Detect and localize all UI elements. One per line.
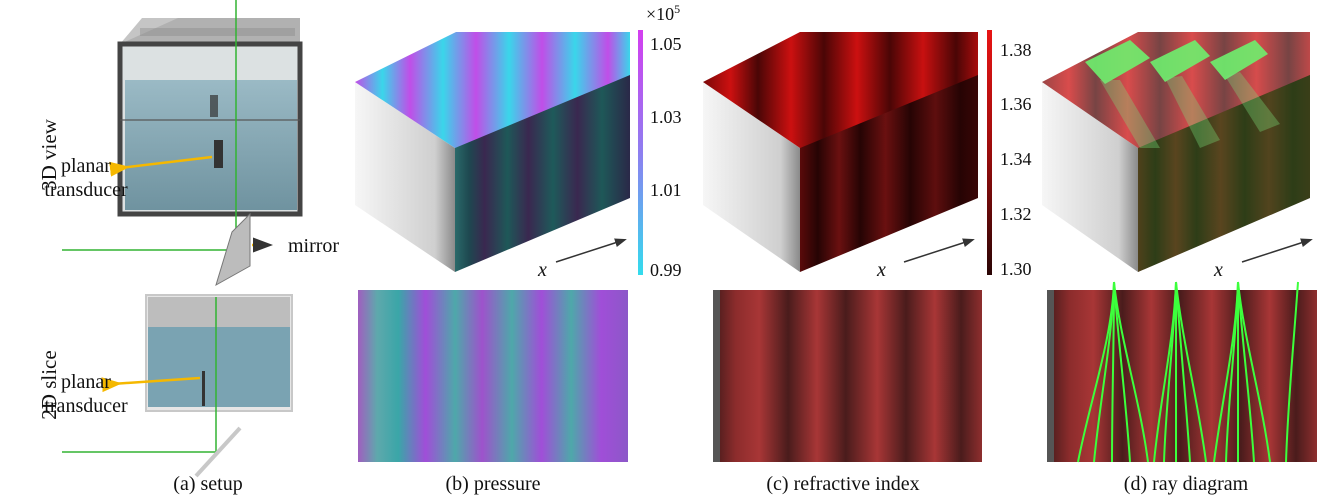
ray-3e: [1237, 281, 1271, 463]
mirror-3d: [215, 212, 251, 287]
pressure-tick-3: 1.01: [650, 180, 682, 200]
mirror-2d: [194, 426, 242, 478]
cube-front-face: [455, 75, 630, 272]
cube-side-face: [703, 82, 800, 272]
pressure-tick-1: 1.05: [650, 34, 682, 54]
x-axis-arrow-b: [555, 238, 627, 263]
transducer-3d: [214, 140, 223, 168]
refractive-cube: [703, 32, 978, 272]
ray-slice: [1054, 290, 1317, 462]
x-axis-arrow-c: [903, 238, 975, 263]
transducer-arrow-bottom: [101, 376, 201, 393]
ray-1b: [1093, 281, 1115, 463]
pressure-slice: [358, 290, 628, 462]
caption-b: (b) pressure: [446, 473, 541, 495]
transducer-2d: [202, 371, 205, 406]
ray-1d: [1113, 281, 1131, 463]
refractive-tick-2: 1.36: [1000, 94, 1032, 114]
ray-1c: [1111, 281, 1115, 463]
refractive-tick-1: 1.38: [1000, 40, 1032, 60]
slice-wall-d: [1047, 290, 1054, 462]
pressure-tick-4: 0.99: [650, 260, 682, 280]
transducer-label-bottom-2: transducer: [44, 395, 128, 417]
pressure-colorbar: [638, 30, 643, 275]
cube-side-face: [355, 82, 455, 272]
ray-2d: [1175, 281, 1191, 463]
caption-c: (c) refractive index: [766, 473, 919, 495]
refractive-tick-3: 1.34: [1000, 149, 1032, 169]
ray-1e: [1113, 281, 1149, 463]
caption-d: (d) ray diagram: [1124, 473, 1249, 495]
ray-cube: [1042, 32, 1310, 272]
tank-2d: [145, 294, 293, 412]
refractive-tick-4: 1.32: [1000, 204, 1032, 224]
ray-4a: [1285, 281, 1299, 463]
refractive-slice: [720, 290, 982, 462]
ray-3d: [1237, 281, 1255, 463]
refractive-colorbar: [987, 30, 992, 275]
x-axis-arrow-d: [1241, 238, 1313, 263]
ray-sheet-3: [1210, 40, 1268, 80]
transducer-image: [210, 95, 218, 117]
transducer-arrow-top: [109, 155, 213, 177]
ray-sheet-1: [1085, 40, 1150, 84]
x-axis-label-c: x: [876, 259, 886, 281]
mirror-label: mirror: [288, 235, 339, 257]
caption-a: (a) setup: [173, 473, 242, 495]
transducer-label-bottom-1: planar: [61, 371, 111, 393]
transducer-label-top-1: planar: [61, 155, 111, 177]
x-axis-label-b: x: [537, 259, 547, 281]
row-label-3d-view: 3D view: [37, 118, 61, 191]
transducer-label-top-2: transducer: [44, 179, 128, 201]
tank-water-2d: [148, 327, 290, 407]
x-axis-label-d: x: [1213, 259, 1223, 281]
slice-wall-c: [713, 290, 720, 462]
row-label-2d-slice: 2D slice: [37, 350, 61, 419]
cube-front-face: [800, 75, 978, 272]
ray-sheet-2: [1150, 40, 1210, 82]
tank-3d: [117, 18, 303, 217]
refractive-tick-5: 1.30: [1000, 259, 1032, 279]
ray-bundle: [1077, 281, 1299, 463]
cube-front-face: [1138, 75, 1310, 272]
pressure-colorbar-exponent: ×105: [646, 2, 680, 24]
pressure-cube: [355, 32, 630, 272]
ray-2e: [1175, 281, 1207, 463]
cube-side-face: [1042, 82, 1138, 272]
pressure-tick-2: 1.03: [650, 107, 682, 127]
